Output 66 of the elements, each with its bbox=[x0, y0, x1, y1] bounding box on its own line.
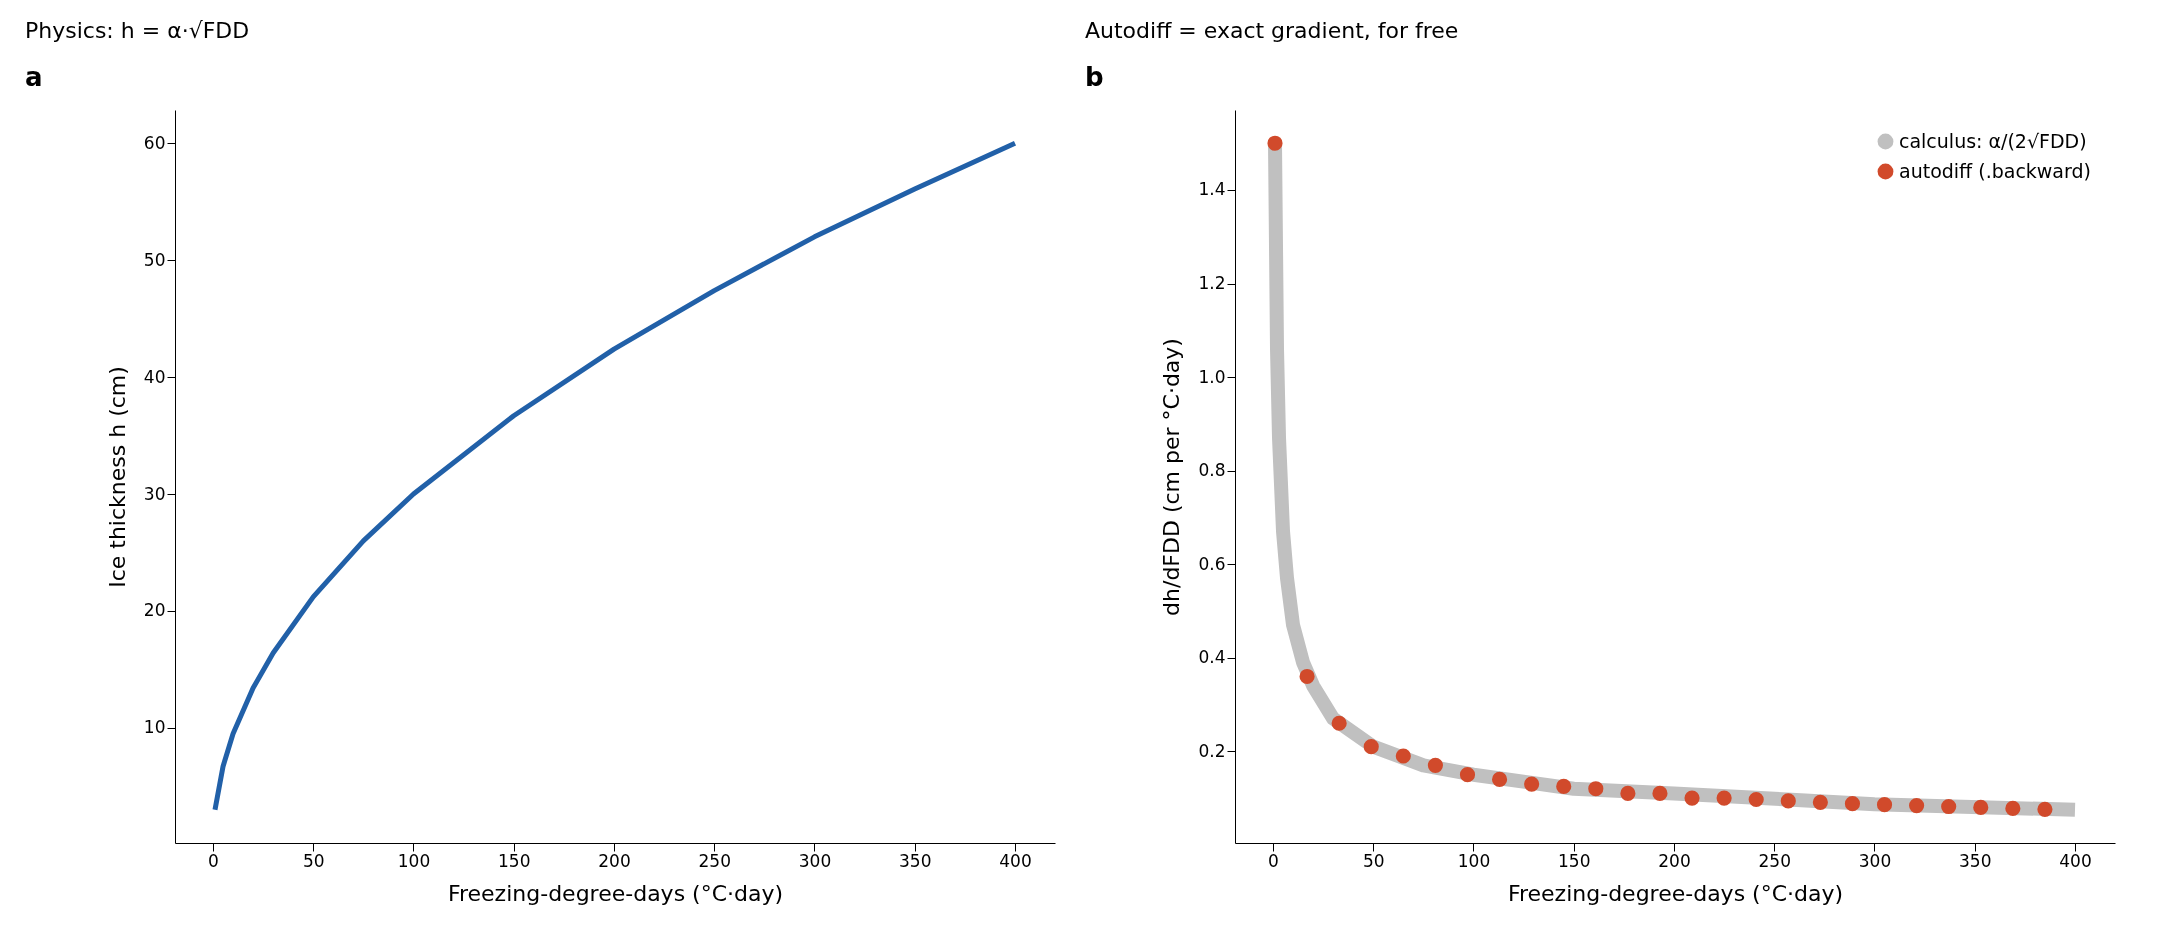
x-tick-label: 400 bbox=[2059, 850, 2092, 871]
point bbox=[1299, 668, 1315, 685]
x-axis-title: Freezing-degree-days (°C·day) bbox=[1507, 880, 1844, 906]
chart-title: Autodiff = exact gradient, for free bbox=[1085, 18, 1459, 43]
y-axis-title: Ice thickness h (cm) bbox=[104, 366, 130, 588]
point bbox=[1844, 796, 1861, 812]
x-tick-label: 150 bbox=[1558, 850, 1591, 871]
x-tick-label: 200 bbox=[598, 850, 631, 871]
point bbox=[1427, 757, 1443, 773]
x-tick-label: 300 bbox=[798, 850, 832, 871]
text: a bbox=[25, 62, 43, 92]
y-tick-label: 1.0 bbox=[1198, 366, 1226, 387]
y-tick-label: 1.4 bbox=[1198, 179, 1226, 200]
y-tick-label: 1.2 bbox=[1198, 273, 1226, 294]
point bbox=[2037, 801, 2053, 817]
x-tick-label: 400 bbox=[999, 850, 1032, 871]
legend-label: autodiff (.backward) bbox=[1899, 159, 2091, 182]
x-tick-label: 200 bbox=[1658, 850, 1691, 871]
y-tick-label: 0.6 bbox=[1198, 553, 1226, 574]
point bbox=[1620, 785, 1636, 801]
point bbox=[1812, 794, 1828, 810]
y-tick-label: 40 bbox=[143, 366, 166, 387]
y-tick-label: 30 bbox=[143, 483, 166, 504]
point bbox=[1941, 798, 1957, 815]
y-tick-label: 0.4 bbox=[1198, 647, 1226, 668]
x-axis-title: Freezing-degree-days (°C·day) bbox=[447, 880, 784, 906]
y-tick-label: 0.8 bbox=[1198, 460, 1226, 481]
legend-label: calculus: α/(2√FDD) bbox=[1899, 129, 2087, 152]
y-tick-label: 50 bbox=[143, 249, 166, 270]
point bbox=[1556, 778, 1572, 794]
point bbox=[1459, 767, 1476, 783]
y-tick-label: 0.2 bbox=[1198, 740, 1226, 761]
point bbox=[1395, 748, 1411, 764]
x-tick-label: 350 bbox=[899, 850, 932, 871]
point bbox=[1909, 798, 1925, 814]
x-tick-label: 250 bbox=[1758, 850, 1791, 871]
point bbox=[1973, 799, 1989, 816]
chart-title: Physics: h = α·√FDD bbox=[25, 18, 250, 43]
point bbox=[1748, 791, 1764, 808]
point bbox=[1588, 781, 1604, 797]
x-tick-label: 0 bbox=[1268, 850, 1279, 871]
y-tick-label: 10 bbox=[143, 717, 166, 738]
x-tick-label: 50 bbox=[1362, 850, 1385, 871]
x-tick-label: 150 bbox=[498, 850, 531, 871]
y-axis-title: dh/dFDD (cm per °C·day) bbox=[1159, 338, 1185, 616]
text: b bbox=[1085, 62, 1104, 92]
x-tick-label: 0 bbox=[208, 850, 219, 871]
point bbox=[1876, 797, 1893, 813]
x-tick-label: 100 bbox=[1457, 850, 1491, 871]
point bbox=[1363, 739, 1379, 755]
x-tick-label: 300 bbox=[1858, 850, 1892, 871]
point bbox=[1491, 771, 1508, 787]
point bbox=[1652, 785, 1668, 801]
point bbox=[1716, 790, 1732, 806]
point bbox=[1780, 793, 1796, 809]
point bbox=[1267, 135, 1283, 151]
x-tick-label: 350 bbox=[1959, 850, 1992, 871]
point bbox=[1524, 776, 1540, 792]
x-tick-label: 50 bbox=[302, 850, 325, 871]
x-tick-label: 100 bbox=[397, 850, 431, 871]
x-tick-label: 250 bbox=[698, 850, 731, 871]
point bbox=[1331, 715, 1347, 731]
point bbox=[1684, 790, 1700, 806]
point bbox=[2005, 800, 2021, 816]
y-tick-label: 20 bbox=[143, 600, 166, 621]
y-tick-label: 60 bbox=[143, 132, 166, 153]
